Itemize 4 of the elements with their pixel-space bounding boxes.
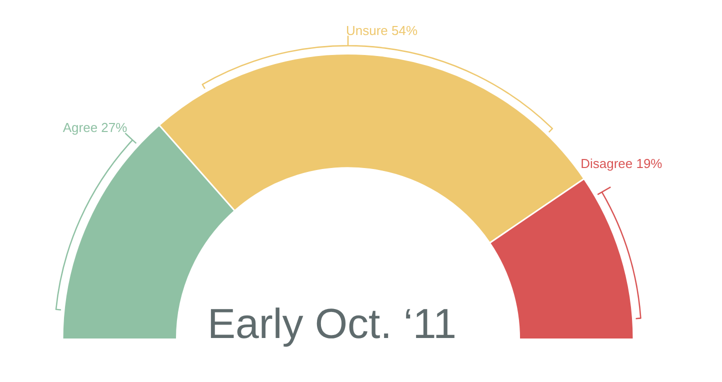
slice-label: Disagree 19%	[580, 156, 663, 172]
slice-label: Unsure 54%	[346, 22, 418, 38]
slice-label: Agree 27%	[62, 120, 128, 136]
text: Early Oct. ‘11	[206, 300, 458, 348]
